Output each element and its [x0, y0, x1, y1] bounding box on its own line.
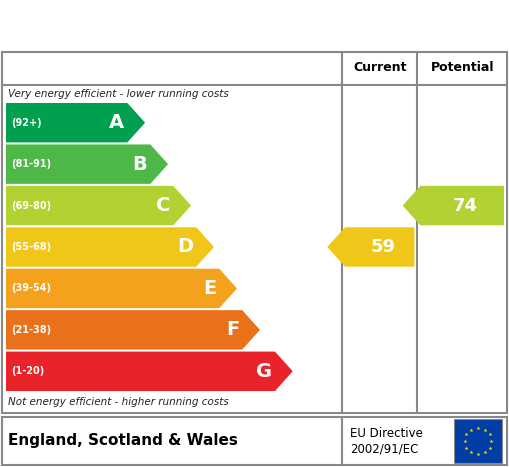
Text: 74: 74	[453, 197, 477, 214]
Text: F: F	[226, 320, 239, 340]
Text: (81-91): (81-91)	[11, 159, 51, 169]
Bar	[454, 419, 502, 463]
Text: Energy Efficiency Rating: Energy Efficiency Rating	[15, 13, 361, 37]
Text: Very energy efficient - lower running costs: Very energy efficient - lower running co…	[8, 89, 229, 99]
Text: G: G	[256, 362, 272, 381]
Text: C: C	[156, 196, 171, 215]
Text: England, Scotland & Wales: England, Scotland & Wales	[8, 433, 238, 448]
Polygon shape	[327, 227, 414, 267]
Text: Potential: Potential	[431, 61, 494, 74]
Polygon shape	[6, 269, 237, 308]
Text: Current: Current	[353, 61, 407, 74]
Text: A: A	[109, 113, 124, 132]
Polygon shape	[6, 352, 293, 391]
Polygon shape	[6, 144, 168, 184]
Text: Not energy efficient - higher running costs: Not energy efficient - higher running co…	[8, 397, 229, 407]
Polygon shape	[6, 186, 191, 225]
Text: B: B	[132, 155, 147, 174]
Text: (21-38): (21-38)	[11, 325, 51, 335]
Polygon shape	[6, 310, 260, 350]
Polygon shape	[403, 186, 504, 225]
Text: (1-20): (1-20)	[11, 366, 44, 376]
Text: (39-54): (39-54)	[11, 283, 51, 293]
Text: EU Directive
2002/91/EC: EU Directive 2002/91/EC	[350, 427, 423, 455]
Text: (92+): (92+)	[11, 118, 42, 127]
Text: 59: 59	[370, 238, 395, 256]
Polygon shape	[6, 227, 214, 267]
Text: D: D	[177, 238, 193, 256]
Polygon shape	[6, 103, 145, 142]
Text: (69-80): (69-80)	[11, 200, 51, 211]
Text: (55-68): (55-68)	[11, 242, 51, 252]
Text: E: E	[203, 279, 216, 298]
